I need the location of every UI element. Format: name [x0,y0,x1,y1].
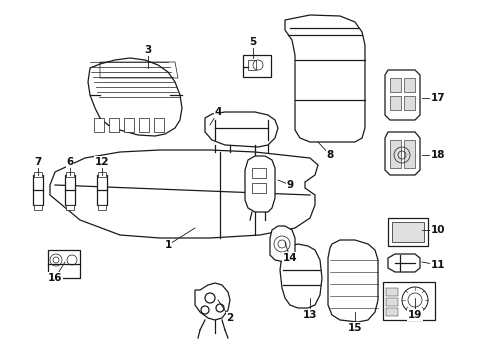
Text: 12: 12 [95,157,109,167]
Text: 4: 4 [214,107,221,117]
Bar [109,118,119,132]
Text: 7: 7 [34,157,41,167]
Bar [403,78,414,92]
Bar [124,118,134,132]
Text: 6: 6 [66,157,74,167]
Bar [389,96,400,110]
Text: 11: 11 [430,260,445,270]
Bar [66,205,74,210]
Bar [403,140,414,168]
Text: 18: 18 [430,150,445,160]
Polygon shape [195,283,229,320]
Bar [97,175,107,205]
Polygon shape [244,156,274,212]
Polygon shape [285,15,364,142]
Bar [139,118,149,132]
Text: 10: 10 [430,225,445,235]
Polygon shape [88,58,182,136]
Text: 2: 2 [226,313,233,323]
Bar [247,60,256,70]
Bar [94,118,104,132]
Bar [391,222,423,242]
Text: 14: 14 [282,253,297,263]
Text: 16: 16 [48,273,62,283]
Bar [403,96,414,110]
Text: 17: 17 [430,93,445,103]
Bar [382,282,434,320]
Bar [385,298,397,306]
Text: 3: 3 [144,45,151,55]
Bar [389,140,400,168]
Bar [98,172,106,177]
Bar [65,175,75,205]
Bar [66,172,74,177]
Bar [98,205,106,210]
Text: 1: 1 [164,240,171,250]
Bar [385,308,397,316]
Polygon shape [384,132,419,175]
Polygon shape [269,226,294,262]
Polygon shape [204,112,278,147]
Bar [33,175,43,205]
Text: 8: 8 [325,150,333,160]
Bar [251,168,265,178]
Bar [34,172,42,177]
Bar [243,55,270,77]
Bar [389,78,400,92]
Bar [251,183,265,193]
Polygon shape [387,254,419,272]
Text: 13: 13 [302,310,317,320]
Text: 19: 19 [407,310,421,320]
Polygon shape [384,70,419,120]
Bar [154,118,163,132]
Text: 5: 5 [249,37,256,47]
Polygon shape [280,244,321,308]
Polygon shape [50,150,317,238]
Bar [385,288,397,296]
Bar [387,218,427,246]
Text: 15: 15 [347,323,362,333]
Bar [34,205,42,210]
Text: 9: 9 [286,180,293,190]
Bar [48,250,80,278]
Polygon shape [327,240,377,322]
